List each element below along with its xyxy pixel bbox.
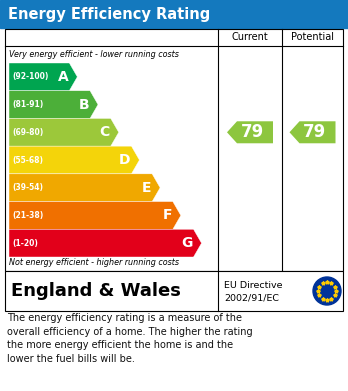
Polygon shape: [9, 174, 160, 202]
Bar: [5, 29, 343, 271]
Polygon shape: [9, 91, 98, 118]
Text: (92-100): (92-100): [12, 72, 48, 81]
Text: (39-54): (39-54): [12, 183, 43, 192]
Bar: [5, 271, 343, 311]
Text: C: C: [100, 125, 110, 139]
Text: Not energy efficient - higher running costs: Not energy efficient - higher running co…: [9, 258, 179, 267]
Text: (81-91): (81-91): [12, 100, 43, 109]
Text: Very energy efficient - lower running costs: Very energy efficient - lower running co…: [9, 50, 179, 59]
Text: The energy efficiency rating is a measure of the
overall efficiency of a home. T: The energy efficiency rating is a measur…: [7, 313, 253, 364]
Bar: [0, 0, 348, 28]
Text: Energy Efficiency Rating: Energy Efficiency Rating: [8, 7, 210, 22]
Text: B: B: [78, 98, 89, 111]
Polygon shape: [9, 202, 181, 229]
Text: 2002/91/EC: 2002/91/EC: [224, 293, 279, 302]
Text: A: A: [57, 70, 68, 84]
Text: F: F: [162, 208, 172, 222]
Text: EU Directive: EU Directive: [224, 280, 283, 289]
Circle shape: [313, 277, 341, 305]
Text: D: D: [119, 153, 130, 167]
Text: 79: 79: [303, 123, 326, 141]
Polygon shape: [9, 229, 201, 257]
Polygon shape: [227, 121, 273, 143]
Polygon shape: [290, 121, 335, 143]
Text: (1-20): (1-20): [12, 239, 38, 248]
Text: Potential: Potential: [291, 32, 334, 43]
Text: Current: Current: [232, 32, 268, 43]
Text: 79: 79: [240, 123, 264, 141]
Polygon shape: [9, 63, 77, 91]
Text: (69-80): (69-80): [12, 128, 43, 137]
Text: E: E: [142, 181, 151, 195]
Polygon shape: [9, 118, 119, 146]
Text: (55-68): (55-68): [12, 156, 43, 165]
Text: England & Wales: England & Wales: [11, 282, 181, 300]
Text: (21-38): (21-38): [12, 211, 43, 220]
Polygon shape: [9, 146, 140, 174]
Text: G: G: [181, 236, 192, 250]
